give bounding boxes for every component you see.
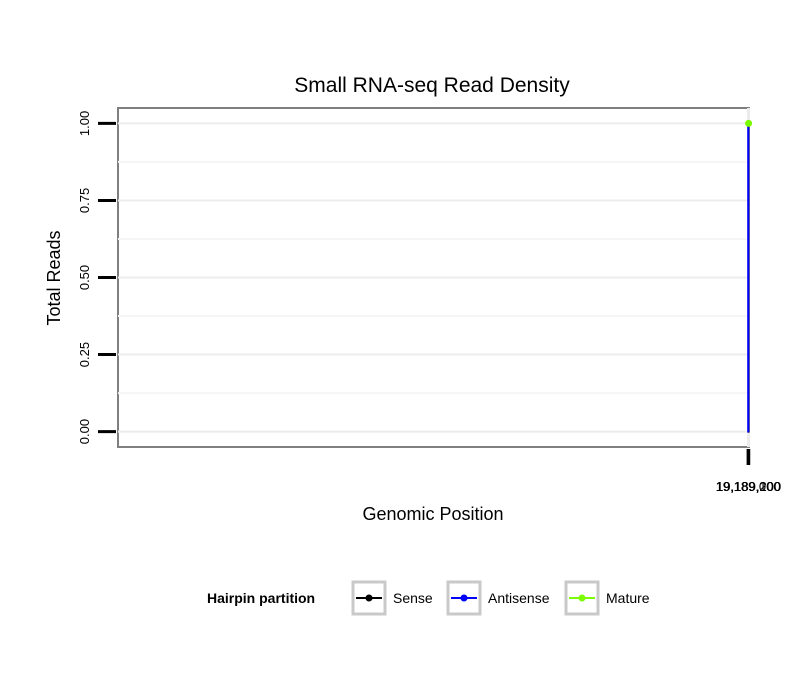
x-axis-label: Genomic Position bbox=[362, 504, 503, 524]
legend-item-sense: Sense bbox=[351, 580, 433, 616]
chart-title: Small RNA-seq Read Density bbox=[294, 74, 570, 97]
legend-item-antisense: Antisense bbox=[446, 580, 550, 616]
x-tick-label-1: 19,189,100 bbox=[716, 479, 781, 494]
legend-label-sense: Sense bbox=[393, 590, 433, 606]
legend-dot-sense bbox=[365, 594, 373, 602]
legend-label-antisense: Antisense bbox=[488, 590, 550, 606]
y-tick-label-0: 0.00 bbox=[77, 419, 92, 444]
legend-item-mature: Mature bbox=[564, 580, 650, 616]
x-tick-label-0: 19,189,000 bbox=[716, 479, 781, 494]
y-tick-label-4: 1.00 bbox=[77, 111, 92, 136]
series-layer bbox=[745, 119, 753, 433]
y-tick-label-2: 0.50 bbox=[77, 265, 92, 290]
legend-title: Hairpin partition bbox=[207, 590, 315, 606]
y-axis-label: Total Reads bbox=[44, 230, 64, 325]
axis-layer: 0.00 0.25 0.50 0.75 1.00 19,189,00019,189,100… bbox=[77, 111, 781, 494]
y-tick-label-1: 0.25 bbox=[77, 342, 92, 367]
legend: Hairpin partition Sense Antisense Mature bbox=[207, 580, 650, 616]
y-tick-label-3: 0.75 bbox=[77, 188, 92, 213]
legend-label-mature: Mature bbox=[606, 590, 650, 606]
x-tick-label-2: 19,189,200 bbox=[716, 479, 781, 494]
legend-dot-mature bbox=[578, 594, 586, 602]
legend-dot-antisense bbox=[460, 594, 468, 602]
